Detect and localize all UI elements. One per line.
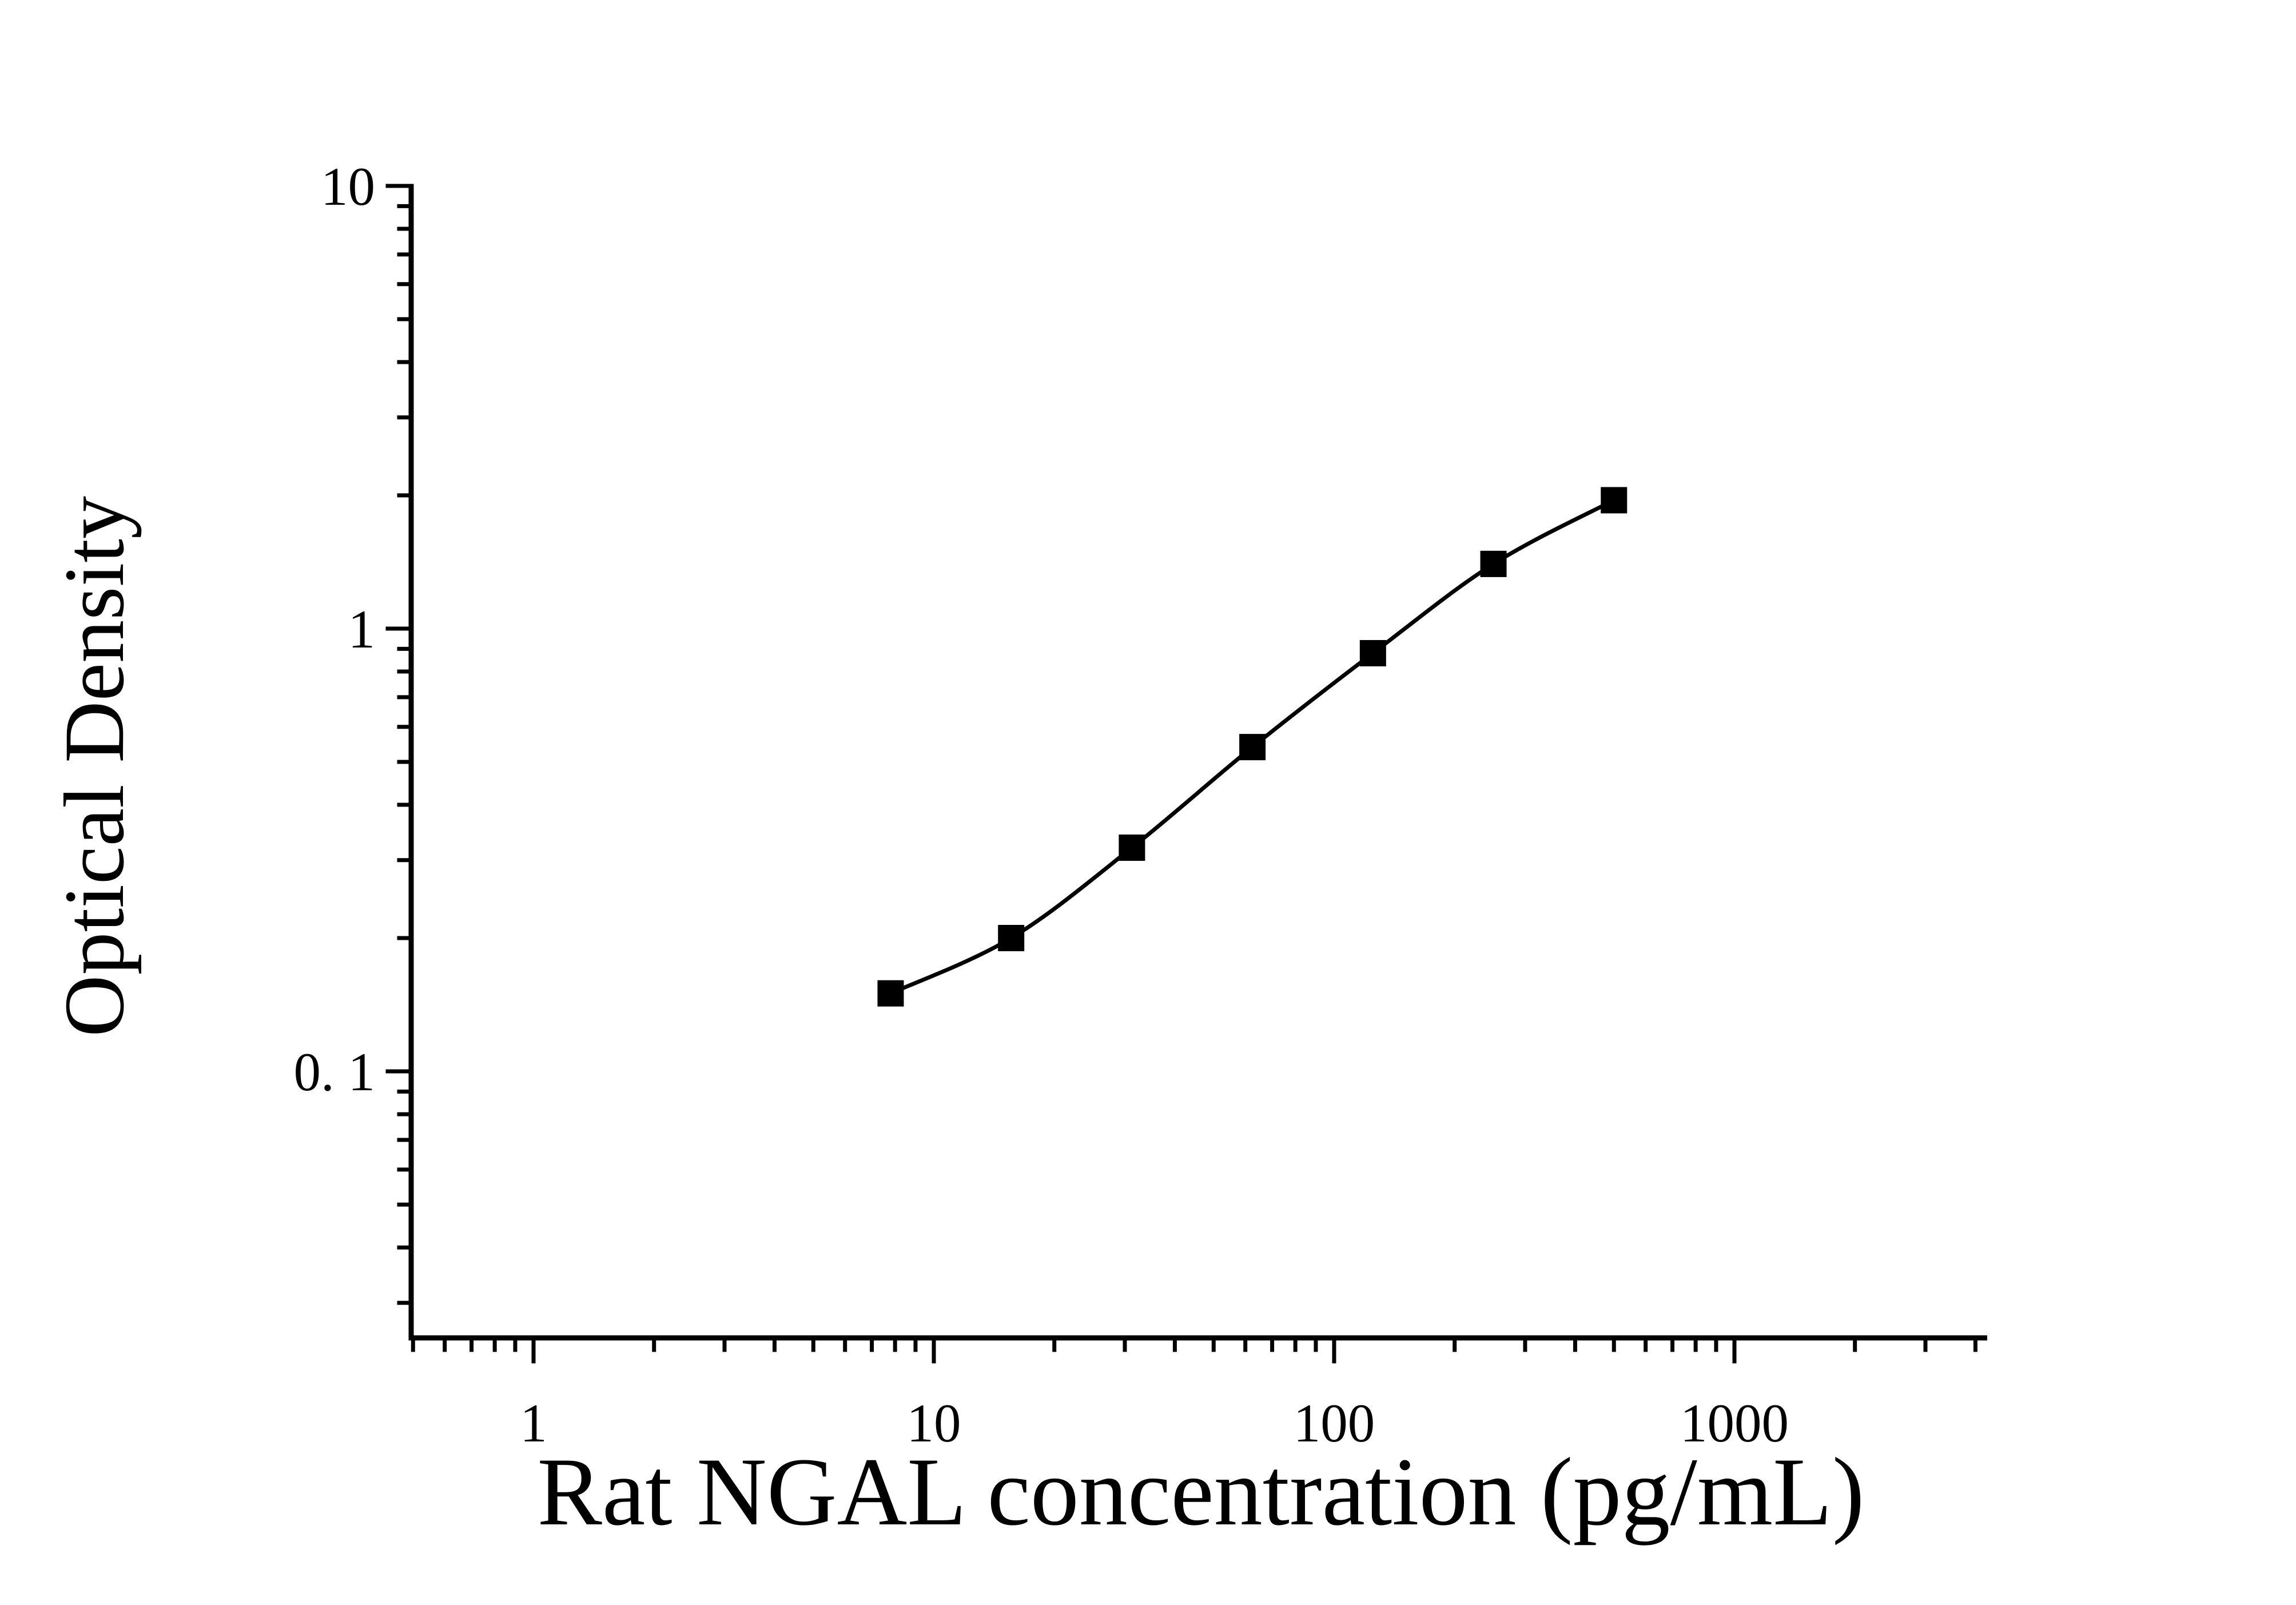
tick-layer: [385, 184, 1977, 1364]
data-point-marker: [998, 925, 1025, 952]
y-tick-label: 1: [348, 599, 376, 660]
y-axis-title: Optical Density: [47, 496, 142, 1037]
data-point-marker: [1601, 487, 1628, 514]
axes-layer: [408, 184, 1987, 1341]
x-tick-label: 100: [1294, 1393, 1375, 1453]
data-point-marker: [877, 980, 904, 1007]
data-point-marker: [1119, 835, 1145, 861]
data-point-marker: [1480, 550, 1507, 577]
x-tick-label: 1000: [1680, 1393, 1789, 1453]
data-point-marker: [1239, 734, 1266, 761]
y-tick-label: 0. 1: [294, 1042, 376, 1102]
data-point-marker: [1359, 639, 1386, 666]
x-axis-title: Rat NGAL concentration (pg/mL): [537, 1438, 1864, 1546]
tick-label-layer: 1 10 100 1000 0. 1 1 10: [294, 156, 1789, 1453]
data-series: [877, 487, 1628, 1007]
x-tick-label: 10: [907, 1393, 961, 1453]
x-tick-label: 1: [520, 1393, 547, 1453]
y-tick-label: 10: [321, 156, 375, 217]
